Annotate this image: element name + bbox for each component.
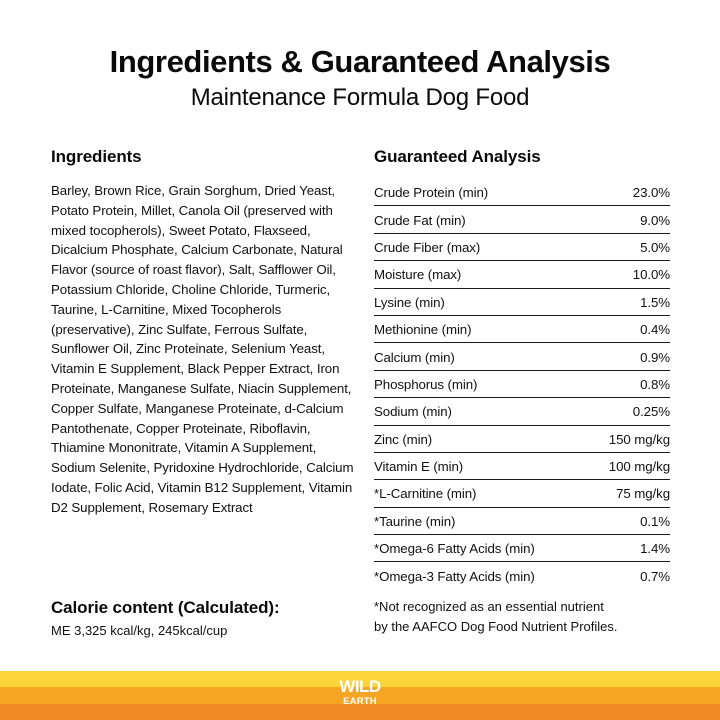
row-label: *L-Carnitine (min): [374, 486, 477, 502]
row-label: Crude Protein (min): [374, 185, 489, 201]
row-label: *Omega-6 Fatty Acids (min): [374, 541, 535, 557]
row-label: *Omega-3 Fatty Acids (min): [374, 569, 535, 585]
row-value: 0.4%: [640, 322, 670, 338]
brand-logo: WILD EARTH: [0, 678, 720, 707]
table-row: Phosphorus (min) 0.8%: [374, 371, 670, 399]
table-row: Crude Fat (min) 9.0%: [374, 206, 670, 234]
page-subtitle: Maintenance Formula Dog Food: [190, 84, 530, 111]
row-value: 1.4%: [640, 541, 670, 557]
row-value: 100 mg/kg: [608, 459, 670, 475]
row-label: Vitamin E (min): [374, 459, 464, 475]
row-label: *Taurine (min): [374, 513, 456, 529]
table-row: Methionine (min) 0.4%: [374, 316, 670, 344]
row-value: 0.9%: [640, 349, 670, 365]
header: Ingredients & Guaranteed Analysis Mainte…: [0, 42, 720, 113]
table-row: Sodium (min) 0.25%: [374, 398, 670, 426]
row-label: Crude Fiber (max): [374, 239, 481, 255]
row-value: 1.5%: [640, 294, 670, 310]
table-row: *Omega-3 Fatty Acids (min) 0.7%: [374, 562, 670, 589]
row-value: 150 mg/kg: [608, 431, 670, 447]
guaranteed-analysis-section: Guaranteed Analysis Crude Protein (min) …: [374, 145, 670, 590]
footer-stripe-deep-orange: [0, 703, 720, 720]
table-row: *Omega-6 Fatty Acids (min) 1.4%: [374, 535, 670, 563]
row-value: 0.7%: [640, 569, 670, 585]
footer-banner: WILD EARTH: [0, 671, 720, 720]
calorie-value: ME 3,325 kcal/kg, 245kcal/cup: [51, 623, 228, 638]
analysis-table: Crude Protein (min) 23.0% Crude Fat (min…: [374, 179, 670, 590]
footer-stripe-orange: [0, 687, 720, 704]
table-row: Zinc (min) 150 mg/kg: [374, 426, 670, 453]
row-label: Calcium (min): [374, 349, 455, 365]
table-row: Moisture (max) 10.0%: [374, 261, 670, 289]
row-value: 0.1%: [640, 513, 670, 529]
ingredients-list: Barley, Brown Rice, Grain Sorghum, Dried…: [51, 183, 354, 515]
table-row: Crude Protein (min) 23.0%: [374, 179, 670, 207]
row-value: 23.0%: [632, 185, 670, 201]
footer-stripe-yellow: [0, 671, 720, 688]
table-row: Lysine (min) 1.5%: [374, 289, 670, 316]
logo-text-wild: WILD: [339, 677, 381, 696]
row-value: 75 mg/kg: [616, 486, 670, 502]
calorie-section: Calorie content (Calculated): ME 3,325 k…: [51, 596, 356, 640]
row-value: 0.8%: [640, 376, 670, 392]
row-label: Methionine (min): [374, 322, 472, 338]
row-value: 5.0%: [640, 239, 670, 255]
logo-text-earth: EARTH: [343, 696, 377, 707]
table-row: Vitamin E (min) 100 mg/kg: [374, 453, 670, 481]
ingredients-section: Ingredients Barley, Brown Rice, Grain So…: [51, 145, 356, 518]
footnote-line-1: *Not recognized as an essential nutrient: [374, 599, 604, 614]
table-row: *Taurine (min) 0.1%: [374, 508, 670, 536]
row-label: Zinc (min): [374, 431, 433, 447]
row-value: 9.0%: [640, 212, 670, 228]
row-label: Moisture (max): [374, 267, 462, 283]
calorie-heading: Calorie content (Calculated):: [51, 598, 280, 617]
footnote: *Not recognized as an essential nutrient…: [374, 597, 674, 637]
footnote-line-2: by the AAFCO Dog Food Nutrient Profiles.: [374, 619, 618, 634]
analysis-heading: Guaranteed Analysis: [374, 147, 541, 166]
row-label: Sodium (min): [374, 404, 452, 420]
ingredients-heading: Ingredients: [51, 147, 142, 166]
row-label: Crude Fat (min): [374, 212, 466, 228]
row-label: Lysine (min): [374, 294, 445, 310]
row-value: 0.25%: [632, 404, 670, 420]
row-label: Phosphorus (min): [374, 376, 478, 392]
row-value: 10.0%: [632, 267, 670, 283]
table-row: Calcium (min) 0.9%: [374, 343, 670, 371]
table-row: Crude Fiber (max) 5.0%: [374, 234, 670, 262]
table-row: *L-Carnitine (min) 75 mg/kg: [374, 480, 670, 508]
page-title: Ingredients & Guaranteed Analysis: [109, 44, 611, 79]
